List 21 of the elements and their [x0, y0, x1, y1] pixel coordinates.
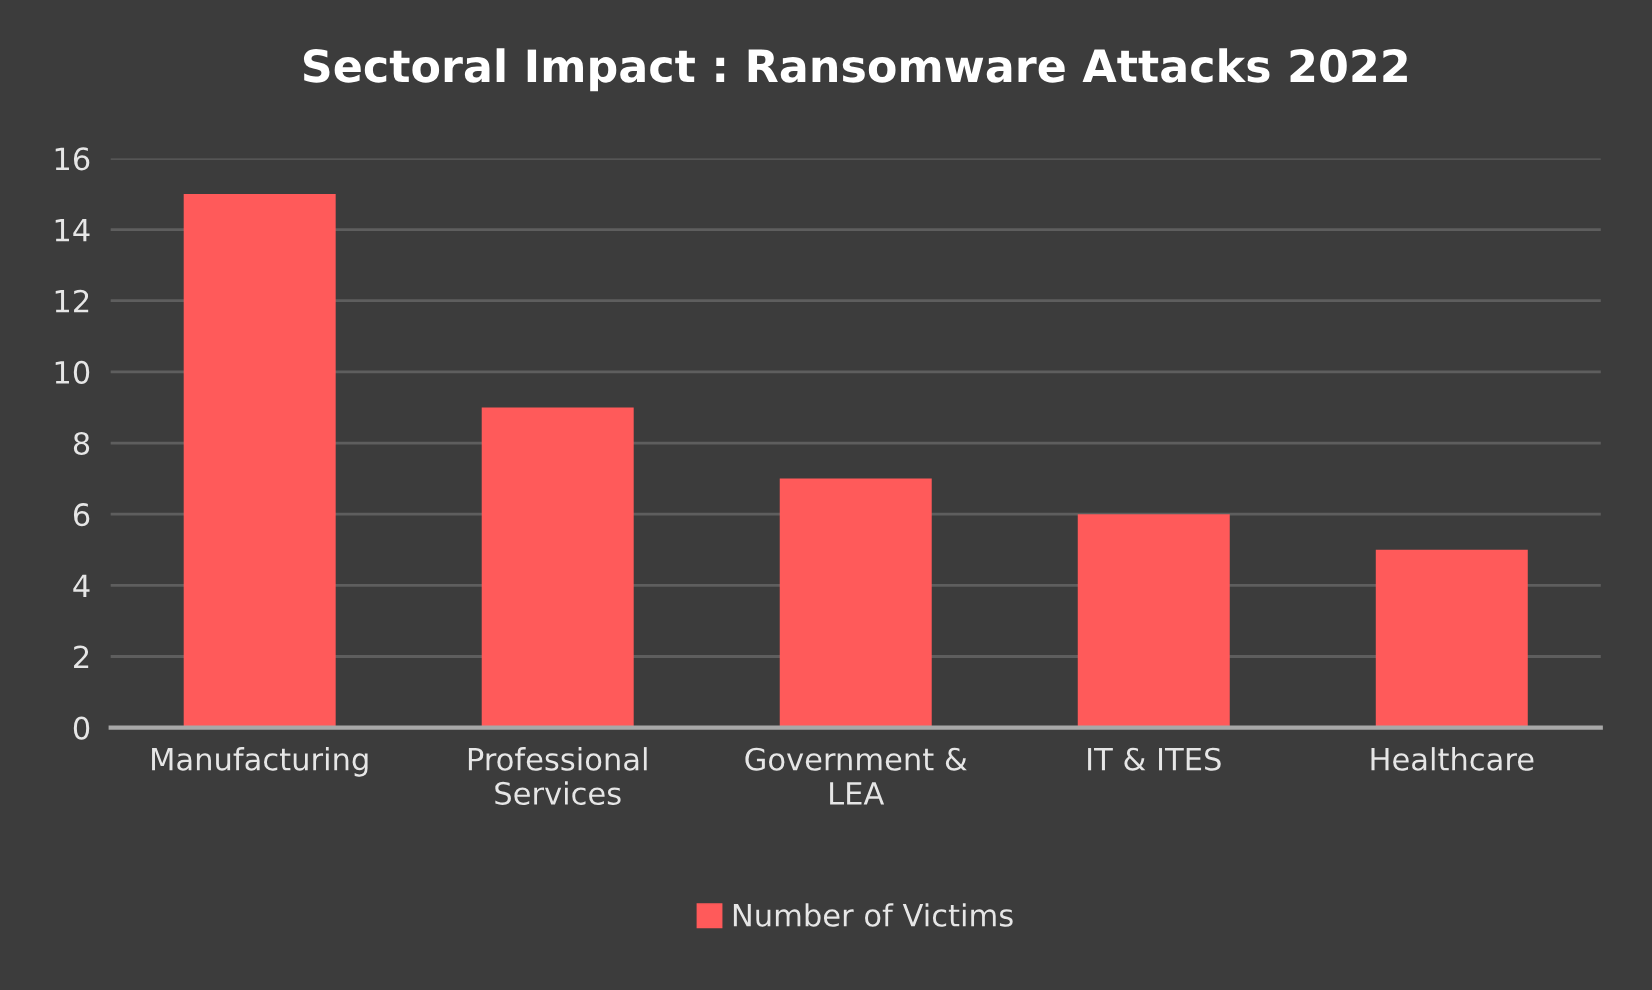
bar — [779, 478, 932, 728]
x-tick-label: Healthcare — [1371, 747, 1534, 771]
y-tick-label: 8 — [73, 431, 90, 456]
x-tick-label: Professional Services — [468, 747, 647, 805]
y-tick-label: 12 — [55, 289, 89, 313]
legend-label: Number of Victims — [733, 903, 1013, 927]
y-tick-label: 6 — [73, 503, 90, 527]
y-tick-label: 16 — [55, 147, 90, 171]
x-tick-label: Government & LEA — [745, 747, 967, 805]
bar — [481, 407, 634, 728]
y-tick-label: 4 — [73, 574, 90, 597]
x-tick-label: IT & ITES — [1088, 747, 1221, 771]
y-tick-label: 10 — [55, 360, 90, 384]
bar — [1375, 549, 1528, 728]
bar — [183, 193, 336, 728]
y-tick-label: 14 — [55, 218, 90, 242]
y-tick-label: 0 — [73, 716, 90, 740]
x-tick-label: Manufacturing — [152, 747, 368, 777]
y-tick-label: 2 — [74, 645, 89, 669]
chart-title: Sectoral Impact : Ransomware Attacks 2022 — [303, 48, 1407, 92]
bar — [1077, 514, 1230, 728]
